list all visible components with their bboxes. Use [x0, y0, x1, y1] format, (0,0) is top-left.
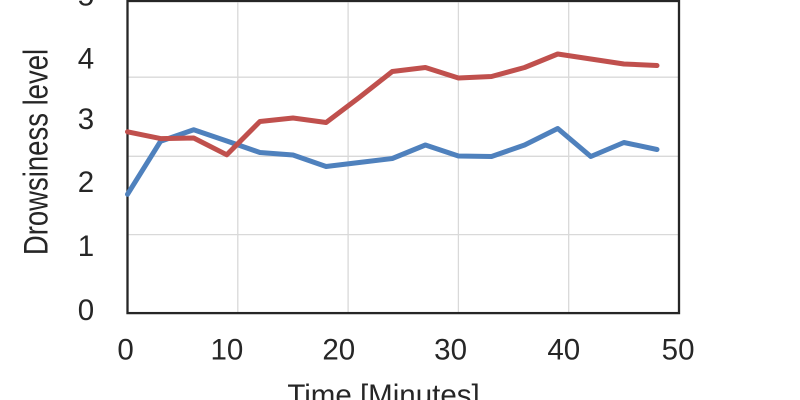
svg-text:1: 1	[78, 230, 94, 263]
svg-text:0: 0	[78, 294, 94, 327]
svg-text:40: 40	[547, 334, 580, 367]
svg-text:5: 5	[78, 0, 94, 13]
svg-text:20: 20	[322, 334, 355, 367]
svg-text:4: 4	[78, 43, 94, 76]
svg-text:2: 2	[78, 166, 94, 199]
svg-text:10: 10	[210, 334, 243, 367]
svg-text:Drowsiness level: Drowsiness level	[16, 49, 55, 255]
svg-text:3: 3	[78, 103, 94, 136]
svg-text:50: 50	[662, 334, 695, 367]
svg-text:0: 0	[117, 334, 133, 367]
svg-text:30: 30	[434, 334, 467, 367]
svg-text:Time [Minutes]: Time [Minutes]	[287, 379, 479, 400]
